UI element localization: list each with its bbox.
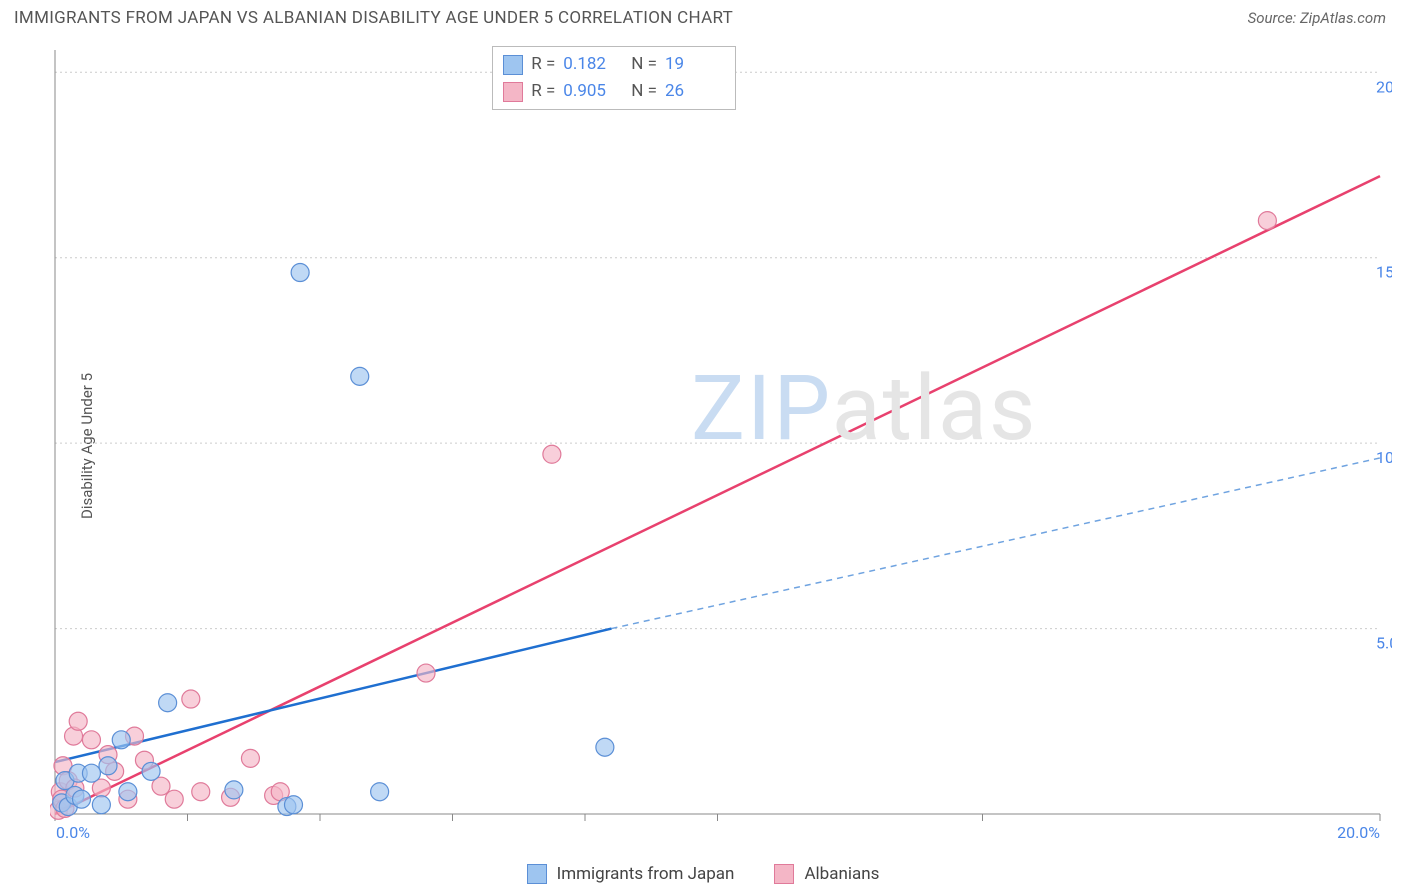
legend-r-label: R = [531, 51, 555, 78]
legend-label-albanian: Albanians [804, 864, 879, 884]
legend-item-japan: Immigrants from Japan [527, 864, 735, 884]
svg-text:20.0%: 20.0% [1376, 77, 1392, 96]
svg-text:15.0%: 15.0% [1376, 263, 1392, 282]
swatch-icon [774, 864, 794, 884]
swatch-icon [503, 55, 523, 75]
legend-label-japan: Immigrants from Japan [557, 864, 735, 884]
series-legend: Immigrants from Japan Albanians [0, 864, 1406, 884]
legend-r-label: R = [531, 78, 555, 105]
chart-area: 5.0%10.0%15.0%20.0%0.0%20.0% ZIPatlas R … [50, 44, 1392, 848]
swatch-icon [503, 82, 523, 102]
legend-item-albanian: Albanians [774, 864, 879, 884]
source-attribution: Source: ZipAtlas.com [1248, 9, 1386, 27]
legend-n-label: N = [631, 51, 657, 78]
correlation-legend: R = 0.182 N = 19 R = 0.905 N = 26 [492, 46, 736, 110]
legend-row-japan: R = 0.182 N = 19 [503, 51, 725, 78]
legend-n-label: N = [631, 78, 657, 105]
svg-text:0.0%: 0.0% [56, 823, 90, 842]
svg-text:5.0%: 5.0% [1376, 634, 1392, 653]
swatch-icon [527, 864, 547, 884]
svg-text:20.0%: 20.0% [1337, 823, 1380, 842]
chart-title: IMMIGRANTS FROM JAPAN VS ALBANIAN DISABI… [14, 8, 733, 28]
legend-r-value-albanian: 0.905 [563, 78, 623, 105]
scatter-plot-svg: 5.0%10.0%15.0%20.0%0.0%20.0% [50, 44, 1392, 844]
legend-row-albanian: R = 0.905 N = 26 [503, 78, 725, 105]
legend-r-value-japan: 0.182 [563, 51, 623, 78]
legend-n-value-japan: 19 [665, 51, 725, 78]
legend-n-value-albanian: 26 [665, 78, 725, 105]
